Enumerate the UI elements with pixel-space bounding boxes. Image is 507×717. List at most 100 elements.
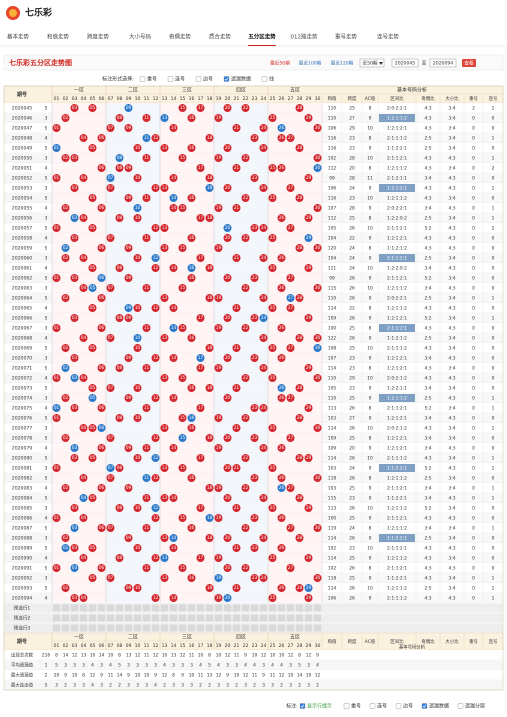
preselect-cell[interactable]	[295, 614, 304, 622]
preselect-cell[interactable]	[160, 604, 169, 612]
preselect-cell[interactable]	[259, 604, 268, 612]
preselect-cell[interactable]	[313, 624, 322, 632]
preselect-cell[interactable]	[88, 614, 97, 622]
preselect-cell[interactable]	[160, 624, 169, 632]
checkbox[interactable]	[139, 76, 146, 82]
preselect-cell[interactable]	[97, 614, 106, 622]
preselect-cell[interactable]	[241, 614, 250, 622]
preselect-cell[interactable]	[295, 624, 304, 632]
preselect-cell[interactable]	[160, 614, 169, 622]
preselect-cell[interactable]	[124, 604, 133, 612]
preselect-cell[interactable]	[97, 604, 106, 612]
preselect-cell[interactable]	[250, 614, 259, 622]
preselect-cell[interactable]	[223, 604, 232, 612]
preselect-cell[interactable]	[259, 624, 268, 632]
preselect-cell[interactable]	[52, 624, 61, 632]
checkbox[interactable]	[421, 703, 428, 709]
preselect-cell[interactable]	[214, 604, 223, 612]
from-input[interactable]	[391, 58, 419, 68]
preselect-cell[interactable]	[115, 624, 124, 632]
checkbox-label[interactable]: 边号	[403, 703, 413, 710]
checkbox[interactable]	[167, 76, 174, 82]
preselect-cell[interactable]	[169, 604, 178, 612]
preselect-cell[interactable]	[232, 604, 241, 612]
checkbox-label[interactable]: 显示行提示	[307, 703, 332, 710]
recent-link[interactable]: 最近120期	[331, 60, 354, 67]
preselect-cell[interactable]	[205, 614, 214, 622]
preselect-cell[interactable]	[304, 624, 313, 632]
preselect-cell[interactable]	[97, 624, 106, 632]
preselect-cell[interactable]	[178, 614, 187, 622]
preselect-cell[interactable]	[304, 614, 313, 622]
checkbox[interactable]	[261, 76, 268, 82]
preselect-cell[interactable]	[79, 604, 88, 612]
checkbox[interactable]	[299, 703, 306, 709]
preselect-cell[interactable]	[268, 614, 277, 622]
preselect-cell[interactable]	[142, 614, 151, 622]
preselect-cell[interactable]	[232, 624, 241, 632]
preselect-cell[interactable]	[61, 604, 70, 612]
nav-tab[interactable]: 质合走势	[209, 33, 232, 41]
preselect-cell[interactable]	[115, 614, 124, 622]
preselect-cell[interactable]	[61, 624, 70, 632]
preselect-cell[interactable]	[232, 614, 241, 622]
checkbox-label[interactable]: 遗漏数据	[429, 703, 449, 710]
preselect-cell[interactable]	[52, 614, 61, 622]
preselect-cell[interactable]	[106, 624, 115, 632]
preselect-cell[interactable]	[133, 604, 142, 612]
preselect-cell[interactable]	[151, 624, 160, 632]
preselect-cell[interactable]	[151, 614, 160, 622]
preselect-cell[interactable]	[70, 614, 79, 622]
checkbox-label[interactable]: 遗漏数据	[231, 76, 251, 83]
nav-tab[interactable]: 跨度走势	[87, 33, 110, 41]
preselect-cell[interactable]	[115, 604, 124, 612]
preselect-cell[interactable]	[178, 624, 187, 632]
preselect-cell[interactable]	[205, 624, 214, 632]
preselect-cell[interactable]	[313, 614, 322, 622]
recent-link[interactable]: 最近100期	[299, 60, 322, 67]
preselect-cell[interactable]	[250, 604, 259, 612]
nav-tab[interactable]: 012路走势	[291, 33, 318, 41]
checkbox-label[interactable]: 重号	[351, 703, 361, 710]
preselect-cell[interactable]	[88, 624, 97, 632]
period-select[interactable]	[359, 58, 385, 68]
checkbox[interactable]	[369, 703, 376, 709]
preselect-cell[interactable]	[214, 614, 223, 622]
preselect-cell[interactable]	[268, 604, 277, 612]
checkbox[interactable]	[395, 703, 402, 709]
checkbox[interactable]	[457, 703, 464, 709]
preselect-cell[interactable]	[313, 604, 322, 612]
nav-tab[interactable]: 和值走势	[47, 33, 70, 41]
preselect-cell[interactable]	[70, 624, 79, 632]
preselect-cell[interactable]	[214, 624, 223, 632]
checkbox-label[interactable]: 遗漏分层	[465, 703, 485, 710]
preselect-cell[interactable]	[295, 604, 304, 612]
preselect-cell[interactable]	[286, 624, 295, 632]
checkbox[interactable]	[223, 76, 230, 82]
preselect-cell[interactable]	[196, 624, 205, 632]
preselect-cell[interactable]	[106, 604, 115, 612]
preselect-cell[interactable]	[187, 624, 196, 632]
preselect-cell[interactable]	[259, 614, 268, 622]
preselect-cell[interactable]	[133, 614, 142, 622]
view-button-text[interactable]: 查看	[464, 60, 474, 67]
preselect-cell[interactable]	[304, 604, 313, 612]
preselect-cell[interactable]	[151, 604, 160, 612]
checkbox[interactable]	[195, 76, 202, 82]
preselect-cell[interactable]	[169, 624, 178, 632]
preselect-cell[interactable]	[142, 624, 151, 632]
nav-tab[interactable]: 五分区走势	[248, 33, 276, 41]
preselect-cell[interactable]	[286, 614, 295, 622]
preselect-cell[interactable]	[169, 614, 178, 622]
to-input[interactable]	[429, 58, 457, 68]
preselect-cell[interactable]	[277, 624, 286, 632]
preselect-cell[interactable]	[124, 624, 133, 632]
preselect-cell[interactable]	[277, 614, 286, 622]
preselect-cell[interactable]	[124, 614, 133, 622]
nav-tab[interactable]: 重号走势	[335, 33, 358, 41]
checkbox-label[interactable]: 边号	[203, 76, 213, 83]
preselect-cell[interactable]	[187, 614, 196, 622]
recent-link[interactable]: 最近50期	[270, 60, 290, 67]
preselect-cell[interactable]	[250, 624, 259, 632]
nav-tab[interactable]: 基本走势	[7, 33, 30, 41]
